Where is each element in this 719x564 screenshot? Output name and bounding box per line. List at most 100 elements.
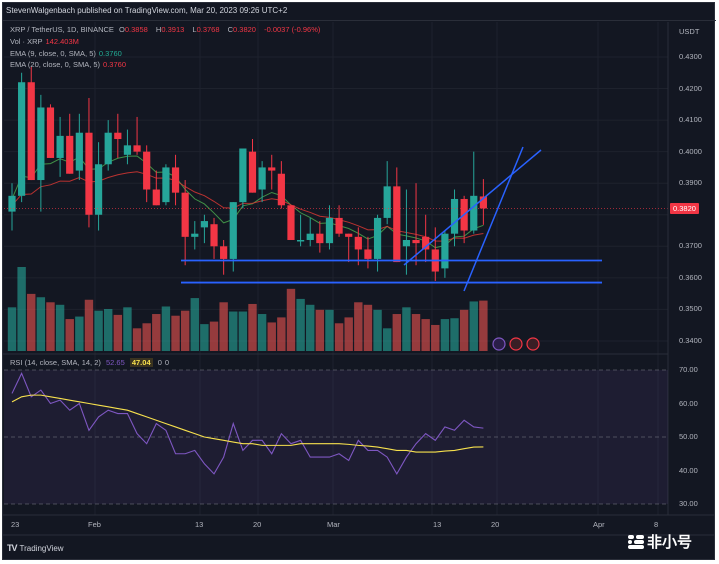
current-price-tag: 0.3820 (670, 203, 699, 214)
volume-bar (306, 304, 315, 351)
volume-bar (36, 297, 46, 351)
ema20-line (11, 171, 484, 242)
candle-body (37, 107, 45, 181)
volume-bar (411, 314, 421, 351)
candle-body (94, 164, 103, 215)
symbol-title: XRP / TetherUS, 1D, BINANCE (10, 25, 114, 34)
volume-bar (200, 324, 209, 351)
volume-bar (75, 316, 84, 351)
volume-bar (248, 303, 257, 351)
candle-body (248, 151, 257, 193)
candle-body (354, 236, 362, 250)
ema20-legend[interactable]: EMA (20, close, 0, SMA, 5) 0.3760 (10, 60, 126, 69)
candle-body (479, 196, 487, 209)
volume-bar (84, 299, 94, 351)
ema9-legend[interactable]: EMA (9, close, 0, SMA, 5) 0.3760 (10, 49, 122, 58)
time-tick: 13 (195, 520, 204, 529)
volume-bar (382, 328, 392, 351)
time-tick: Apr (593, 520, 605, 529)
candle-body (287, 205, 295, 240)
ohlc-low: L0.3768 (192, 25, 220, 34)
time-tick: Mar (327, 520, 340, 529)
symbol-legend: XRP / TetherUS, 1D, BINANCE O0.3858 H0.3… (10, 25, 323, 34)
volume-bar (209, 321, 219, 351)
candle-body (104, 132, 112, 165)
candle-body (470, 195, 478, 231)
candle-body (373, 217, 382, 259)
volume-bar (296, 298, 305, 351)
candle-body (306, 233, 314, 240)
volume-bar (354, 302, 363, 351)
candle-body (239, 148, 247, 203)
volume-bar (325, 309, 334, 351)
candle-body (441, 233, 449, 269)
trendline-lower (463, 146, 524, 292)
candle-body (364, 249, 372, 259)
volume-bar (334, 323, 344, 351)
trendline-upper (403, 149, 542, 266)
rsi-tick: 70.00 (679, 365, 698, 374)
volume-bar (431, 324, 440, 351)
feixiaohao-watermark: 非小号 (628, 531, 692, 552)
candle-body (191, 233, 199, 237)
time-tick: 23 (11, 520, 20, 529)
tradingview-logo[interactable]: TV TradingView (7, 543, 64, 553)
candle-body (383, 186, 391, 218)
volume-bar (171, 315, 180, 351)
rsi-ma-value: 47.04 (129, 358, 153, 367)
ohlc-close: C0.3820 (227, 25, 256, 34)
candle-body (297, 239, 305, 242)
time-tick: Feb (88, 520, 101, 529)
volume-bar (421, 319, 430, 351)
candle-body (229, 202, 237, 259)
rsi-tick: 30.00 (679, 499, 698, 508)
candle-body (181, 192, 189, 237)
ohlc-high: H0.3913 (155, 25, 185, 34)
candle-body (393, 186, 401, 263)
candle-body (143, 151, 151, 190)
price-tick: 0.3900 (679, 178, 702, 188)
price-tick: 0.3600 (679, 272, 702, 282)
time-tick: 13 (433, 520, 442, 529)
tradingview-logo-icon: TV (7, 543, 17, 553)
candle-body (402, 239, 411, 247)
volume-bar (277, 317, 286, 351)
candle-body (325, 217, 334, 244)
candle-body (56, 135, 64, 158)
volume-bar (238, 311, 248, 351)
volume-bar (373, 309, 382, 351)
volume-bar (229, 311, 238, 351)
volume-bar (94, 310, 103, 351)
lightning-event-icon (492, 337, 506, 351)
rsi-legend[interactable]: RSI (14, close, SMA, 14, 2) 52.65 47.04 … (10, 358, 170, 367)
price-tick: 0.3500 (679, 304, 702, 314)
candle-body (133, 145, 141, 152)
rsi-tick: 40.00 (679, 465, 698, 475)
candle-body (27, 82, 35, 181)
rsi-tick: 50.00 (679, 432, 698, 441)
volume-bar (142, 323, 151, 351)
candle-body (152, 189, 160, 206)
time-tick: 20 (253, 520, 262, 529)
volume-bar (55, 304, 65, 351)
volume-legend[interactable]: Vol · XRP 142.403M (10, 37, 79, 46)
volume-bar (267, 322, 276, 351)
rsi-value: 52.65 (105, 358, 125, 367)
volume-bar (65, 319, 74, 351)
volume-bar (315, 309, 325, 351)
volume-bar (123, 307, 132, 351)
volume-bar (286, 288, 296, 351)
candle-body (412, 239, 420, 244)
rsi-line (11, 371, 484, 475)
candle-body (162, 167, 170, 203)
watermark-icon (628, 534, 644, 549)
ohlc-open: O0.3858 (119, 25, 148, 34)
volume-bar (104, 309, 113, 351)
time-tick: 8 (654, 520, 659, 529)
candle-body (422, 236, 430, 250)
candle-body (114, 132, 122, 140)
volume-bar (152, 314, 161, 351)
candle-body (18, 82, 26, 196)
